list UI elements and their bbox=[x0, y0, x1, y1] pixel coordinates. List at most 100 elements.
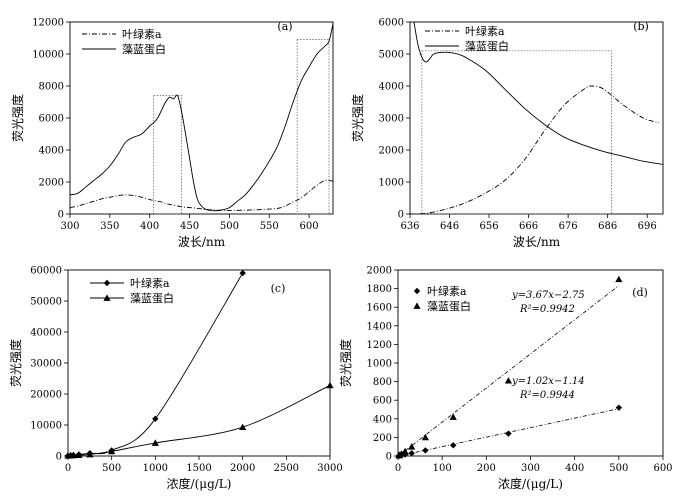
legend-label: 藻蓝蛋白 bbox=[130, 291, 174, 305]
y-tick-label: 1800 bbox=[367, 284, 392, 295]
y-tick-label: 50000 bbox=[30, 297, 62, 308]
y-tick-label: 6000 bbox=[39, 114, 64, 125]
x-tick-label: 100 bbox=[433, 463, 452, 474]
y-tick-label: 10000 bbox=[32, 50, 64, 61]
y-tick-label: 1200 bbox=[367, 340, 392, 351]
fit-r-squared: R²=0.9942 bbox=[519, 304, 575, 315]
x-tick-label: 646 bbox=[440, 221, 459, 232]
x-tick-label: 500 bbox=[609, 463, 628, 474]
y-axis-label: 荧光强度 bbox=[338, 339, 353, 387]
legend-label: 叶绿素a bbox=[465, 24, 505, 38]
data-point-diamond bbox=[239, 269, 246, 277]
panel-label: (b) bbox=[633, 20, 649, 33]
x-tick-label: 2500 bbox=[274, 463, 299, 474]
y-tick-label: 5000 bbox=[379, 50, 404, 61]
x-tick-label: 400 bbox=[140, 221, 159, 232]
x-tick-label: 400 bbox=[565, 463, 584, 474]
legend-label: 藻蓝蛋白 bbox=[465, 39, 509, 53]
x-tick-label: 300 bbox=[521, 463, 540, 474]
y-tick-label: 2000 bbox=[367, 266, 392, 277]
series-line-0 bbox=[410, 85, 660, 214]
panel-label: (a) bbox=[277, 20, 292, 33]
y-tick-label: 600 bbox=[373, 396, 392, 407]
x-tick-label: 0 bbox=[395, 463, 401, 474]
legend-marker-diamond bbox=[103, 279, 111, 287]
x-tick-label: 686 bbox=[598, 221, 617, 232]
fit-r-squared: R²=0.9944 bbox=[519, 390, 575, 401]
y-tick-label: 800 bbox=[373, 377, 392, 388]
x-tick-label: 656 bbox=[480, 221, 499, 232]
series-line-1 bbox=[70, 23, 333, 212]
y-tick-label: 8000 bbox=[39, 82, 64, 93]
y-tick-label: 1600 bbox=[367, 303, 392, 314]
x-tick-label: 2000 bbox=[230, 463, 255, 474]
legend-label: 叶绿素a bbox=[427, 284, 467, 298]
data-point-triangle bbox=[108, 447, 116, 455]
x-tick-label: 1500 bbox=[186, 463, 211, 474]
legend-label: 叶绿素a bbox=[122, 27, 162, 41]
x-tick-label: 500 bbox=[102, 463, 121, 474]
y-tick-label: 1400 bbox=[367, 321, 392, 332]
fit-equation: y=1.02x−1.14 bbox=[511, 376, 585, 387]
data-point-diamond bbox=[450, 442, 457, 449]
x-tick-label: 636 bbox=[400, 221, 419, 232]
y-tick-label: 0 bbox=[56, 452, 62, 463]
legend-marker-diamond bbox=[413, 287, 421, 295]
plot-area bbox=[410, 22, 663, 214]
y-axis-label: 荧光强度 bbox=[10, 94, 25, 142]
fit-equation: y=3.67x−2.75 bbox=[511, 290, 585, 301]
y-tick-label: 400 bbox=[373, 414, 392, 425]
highlight-box bbox=[296, 39, 330, 215]
y-tick-label: 4000 bbox=[379, 82, 404, 93]
plot-frame bbox=[69, 21, 334, 215]
data-point-triangle bbox=[397, 450, 406, 457]
data-point-diamond bbox=[408, 450, 415, 457]
data-point-triangle bbox=[615, 275, 623, 283]
data-point-diamond bbox=[422, 447, 429, 454]
legend-marker-triangle bbox=[103, 294, 111, 301]
x-tick-label: 450 bbox=[180, 221, 199, 232]
x-tick-label: 3000 bbox=[317, 463, 342, 474]
x-axis-label: 波长/nm bbox=[513, 235, 561, 249]
y-tick-label: 1000 bbox=[379, 178, 404, 189]
x-axis-label: 波长/nm bbox=[178, 235, 226, 249]
x-tick-label: 696 bbox=[638, 221, 657, 232]
series-line-1 bbox=[68, 384, 330, 456]
x-tick-label: 200 bbox=[477, 463, 496, 474]
data-point-triangle bbox=[75, 451, 83, 458]
x-axis-label: 浓度/(μg/L) bbox=[167, 476, 232, 491]
data-point-triangle bbox=[151, 439, 159, 446]
series-line-0 bbox=[70, 179, 333, 211]
data-point-triangle bbox=[401, 447, 409, 455]
x-axis-label: 浓度/(μg/L) bbox=[498, 476, 563, 491]
data-point-triangle bbox=[69, 451, 78, 459]
data-point-triangle bbox=[408, 443, 416, 450]
fit-line-0 bbox=[398, 408, 619, 456]
y-tick-label: 3000 bbox=[379, 114, 404, 125]
data-point-triangle bbox=[239, 423, 247, 431]
x-tick-label: 1000 bbox=[143, 463, 168, 474]
y-axis-label: 荧光强度 bbox=[8, 339, 23, 387]
y-axis-label: 荧光强度 bbox=[350, 94, 365, 142]
y-tick-label: 30000 bbox=[30, 359, 62, 370]
y-tick-label: 20000 bbox=[30, 390, 62, 401]
data-point-diamond bbox=[152, 415, 159, 422]
y-tick-label: 10000 bbox=[30, 421, 62, 432]
y-tick-label: 6000 bbox=[379, 18, 404, 29]
highlight-box bbox=[153, 95, 182, 215]
x-tick-label: 600 bbox=[653, 463, 672, 474]
data-point-triangle bbox=[421, 433, 429, 441]
plot-area bbox=[398, 285, 620, 456]
x-tick-label: 500 bbox=[220, 221, 239, 232]
chart-panel-a: 300 350 400 450 500 550 6000200040006000800010… bbox=[10, 18, 334, 249]
data-point-diamond bbox=[615, 404, 623, 411]
x-tick-label: 300 bbox=[60, 221, 79, 232]
y-tick-label: 0 bbox=[58, 210, 64, 221]
chart-panel-b: 636 646 656 666 676 686 696 0 1000 2000 3000 4000 50… bbox=[350, 18, 664, 249]
y-tick-label: 40000 bbox=[30, 328, 62, 339]
y-tick-label: 0 bbox=[386, 452, 392, 463]
